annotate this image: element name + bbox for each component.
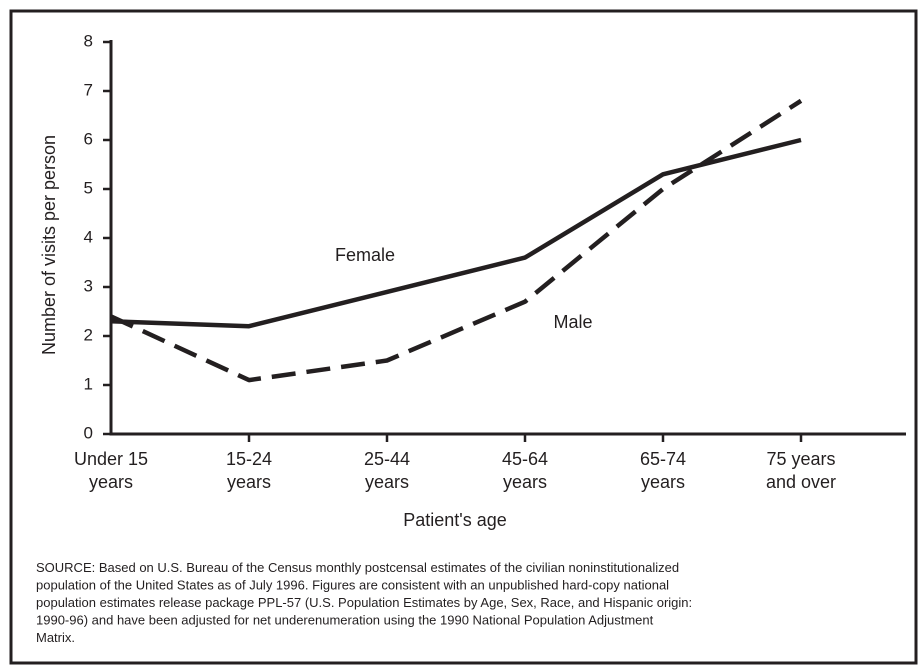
x-axis-label: Patient's age (403, 510, 507, 530)
x-tick-label: 15-24 (226, 449, 272, 469)
frame (9, 9, 918, 665)
x-tick-label: years (503, 472, 547, 492)
source-note: 1990-96) and have been adjusted for net … (36, 613, 654, 628)
y-tick-label: 1 (84, 374, 93, 393)
x-tick-label: 25-44 (364, 449, 410, 469)
x-tick-label: Under 15 (74, 449, 148, 469)
x-tick-label: years (641, 472, 685, 492)
source-note: Matrix. (36, 630, 75, 645)
y-tick-label: 8 (84, 31, 93, 50)
x-tick-label: 45-64 (502, 449, 548, 469)
x-tick-label: 75 years (766, 449, 835, 469)
source-note: population of the United States as of Ju… (36, 578, 669, 593)
source-note: population estimates release package PPL… (36, 595, 692, 610)
y-tick-label: 3 (84, 276, 93, 295)
y-tick-label: 6 (84, 129, 93, 148)
y-tick-label: 7 (84, 80, 93, 99)
source-note: SOURCE: Based on U.S. Bureau of the Cens… (36, 560, 679, 575)
x-tick-label: years (227, 472, 271, 492)
y-axis-label: Number of visits per person (39, 135, 59, 355)
series-label: Male (553, 312, 592, 332)
x-tick-label: 65-74 (640, 449, 686, 469)
series-label: Female (335, 245, 395, 265)
y-tick-label: 2 (84, 325, 93, 344)
series-line (110, 137, 802, 329)
series-line (110, 98, 803, 383)
y-tick-label: 5 (84, 178, 93, 197)
y-tick-label: 4 (84, 227, 93, 246)
x-tick-label: years (89, 472, 133, 492)
x-tick-label: years (365, 472, 409, 492)
x-tick-label: and over (766, 472, 836, 492)
y-tick-label: 0 (84, 423, 93, 442)
